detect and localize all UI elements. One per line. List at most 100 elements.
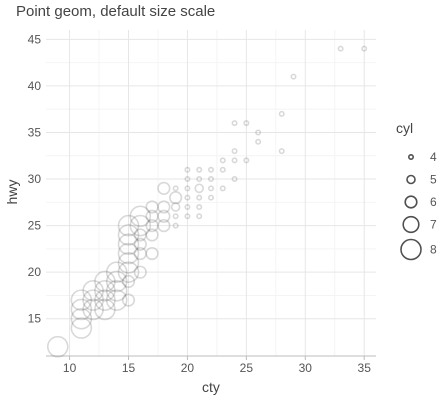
data-point [157, 219, 171, 233]
data-point [278, 110, 285, 117]
data-point [231, 157, 238, 164]
legend-title: cyl [396, 120, 413, 136]
data-point [145, 209, 159, 223]
y-tick-label: 20 [28, 265, 42, 279]
data-point [208, 166, 215, 173]
data-point [105, 261, 128, 283]
data-point [172, 213, 179, 220]
legend-label-8: 8 [430, 243, 437, 257]
legend-label-5: 5 [430, 173, 437, 187]
data-point [169, 191, 183, 205]
data-point [117, 233, 140, 256]
data-point [94, 289, 116, 311]
data-point [46, 335, 69, 358]
data-point [133, 265, 147, 279]
data-point [219, 166, 226, 173]
y-tick-label: 15 [28, 312, 42, 326]
legend-key-4 [407, 154, 414, 161]
data-point [121, 274, 136, 289]
data-point [231, 148, 238, 155]
data-point [208, 185, 215, 192]
legend: cyl 4 5 6 7 8 [396, 120, 437, 261]
data-point [170, 202, 181, 212]
y-tick-label: 40 [28, 79, 42, 93]
data-point [105, 289, 128, 311]
data-point [82, 298, 104, 321]
x-tick-label: 30 [299, 361, 313, 375]
data-point [172, 185, 179, 192]
data-point [70, 307, 93, 330]
y-tick-label: 30 [28, 172, 42, 186]
data-point [133, 228, 147, 242]
data-point [117, 242, 140, 265]
data-point [243, 120, 250, 127]
data-point [145, 246, 159, 261]
data-point [117, 224, 140, 246]
data-point [231, 176, 238, 183]
data-point [184, 194, 191, 201]
data-point [255, 138, 262, 145]
data-point [208, 194, 215, 201]
data-point [82, 279, 104, 302]
legend-items: 4 5 6 7 8 [400, 150, 437, 261]
data-point [243, 157, 250, 164]
data-point [157, 200, 171, 214]
data-point [184, 176, 191, 183]
data-point [184, 203, 191, 210]
data-point [145, 219, 159, 233]
data-point [145, 228, 159, 242]
data-point [117, 261, 140, 283]
legend-key-7 [402, 215, 420, 234]
data-point [94, 298, 116, 321]
axis-layer: 10 15 20 25 30 35 15 20 25 30 35 40 45 [28, 32, 376, 375]
data-point [231, 120, 238, 127]
data-point [290, 73, 297, 80]
data-point [129, 214, 152, 237]
x-tick-label: 25 [240, 361, 254, 375]
points-layer [46, 45, 368, 358]
data-point [219, 185, 226, 192]
data-point [278, 148, 285, 155]
legend-key-8 [400, 238, 422, 261]
data-point [70, 317, 93, 339]
legend-label-6: 6 [430, 195, 437, 209]
legend-key-5 [406, 174, 416, 185]
data-point [157, 209, 171, 223]
y-tick-label: 35 [28, 125, 42, 139]
data-point [194, 183, 205, 194]
x-axis-title: cty [202, 379, 220, 395]
y-tick-label: 25 [28, 219, 42, 233]
data-point [82, 289, 104, 311]
data-point [121, 293, 136, 307]
data-point [196, 176, 203, 183]
data-point [196, 213, 203, 220]
data-point [255, 129, 262, 136]
y-axis-title: hwy [4, 180, 20, 205]
data-point [196, 166, 203, 173]
data-point [105, 279, 128, 302]
legend-key-6 [404, 195, 418, 209]
data-point [172, 222, 179, 229]
data-point [70, 289, 93, 311]
data-point [196, 203, 203, 210]
x-tick-label: 10 [63, 361, 77, 375]
data-point [219, 157, 226, 164]
data-point [94, 279, 116, 302]
data-point [117, 252, 140, 274]
data-point [105, 270, 128, 293]
chart-title: Point geom, default size scale [16, 3, 215, 20]
x-tick-label: 15 [122, 361, 136, 375]
data-point [337, 45, 344, 52]
data-point [129, 205, 152, 228]
x-tick-label: 35 [358, 361, 372, 375]
y-tick-label: 45 [28, 32, 42, 46]
data-point [208, 176, 215, 183]
x-tick-label: 20 [181, 361, 195, 375]
data-point [133, 246, 147, 261]
data-point [145, 200, 159, 214]
data-point [133, 237, 147, 251]
legend-label-4: 4 [430, 150, 437, 164]
